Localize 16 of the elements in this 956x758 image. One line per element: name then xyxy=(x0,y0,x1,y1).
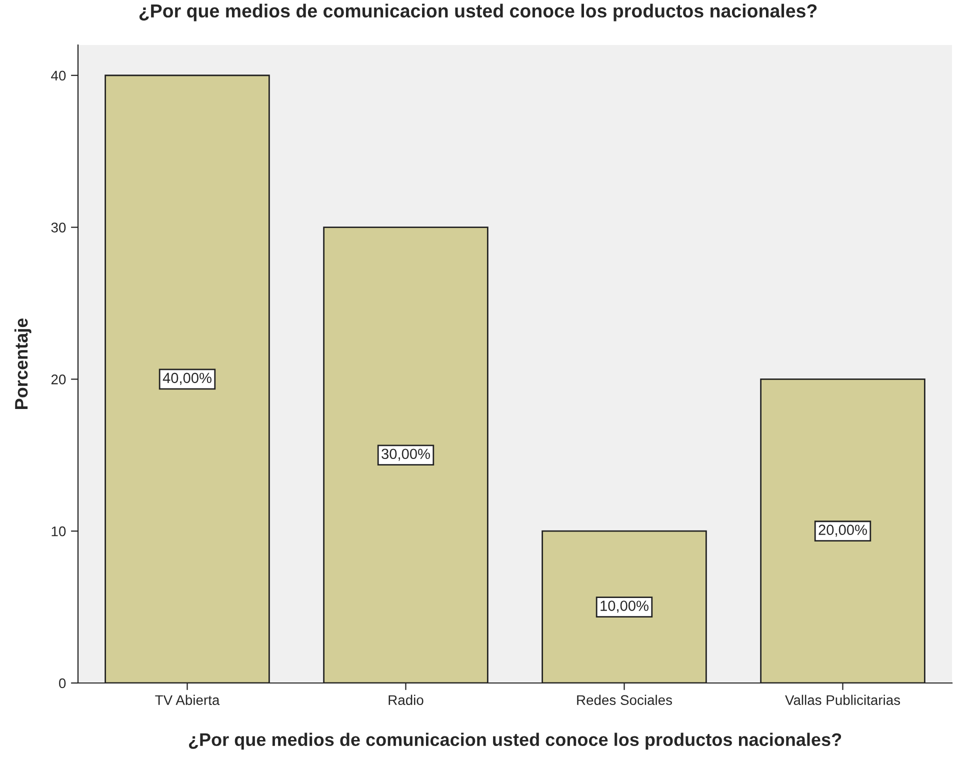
data-label: 30,00% xyxy=(382,448,430,461)
x-tick-label: TV Abierta xyxy=(155,694,220,706)
y-tick-label: 0 xyxy=(59,678,66,688)
data-label: 10,00% xyxy=(600,600,648,613)
data-label: 20,00% xyxy=(818,524,867,537)
y-tick-label: 40 xyxy=(51,70,66,81)
y-tick-label: 30 xyxy=(51,222,66,232)
x-tick-label: Redes Sociales xyxy=(577,694,672,706)
chart-title: ¿Por que medios de comunicacion usted conoce los productos nacionales? xyxy=(139,4,817,22)
x-tick-label: Radio xyxy=(388,694,424,706)
y-tick-label: 20 xyxy=(51,374,66,384)
data-label: 40,00% xyxy=(162,372,212,385)
x-axis-title: ¿Por que medios de comunicacion usted conoce los productos nacionales? xyxy=(188,732,842,750)
x-tick-label: Vallas Publicitarias xyxy=(785,694,900,706)
y-axis-title: Porcentaje xyxy=(14,318,32,409)
y-tick-label: 10 xyxy=(52,526,66,536)
